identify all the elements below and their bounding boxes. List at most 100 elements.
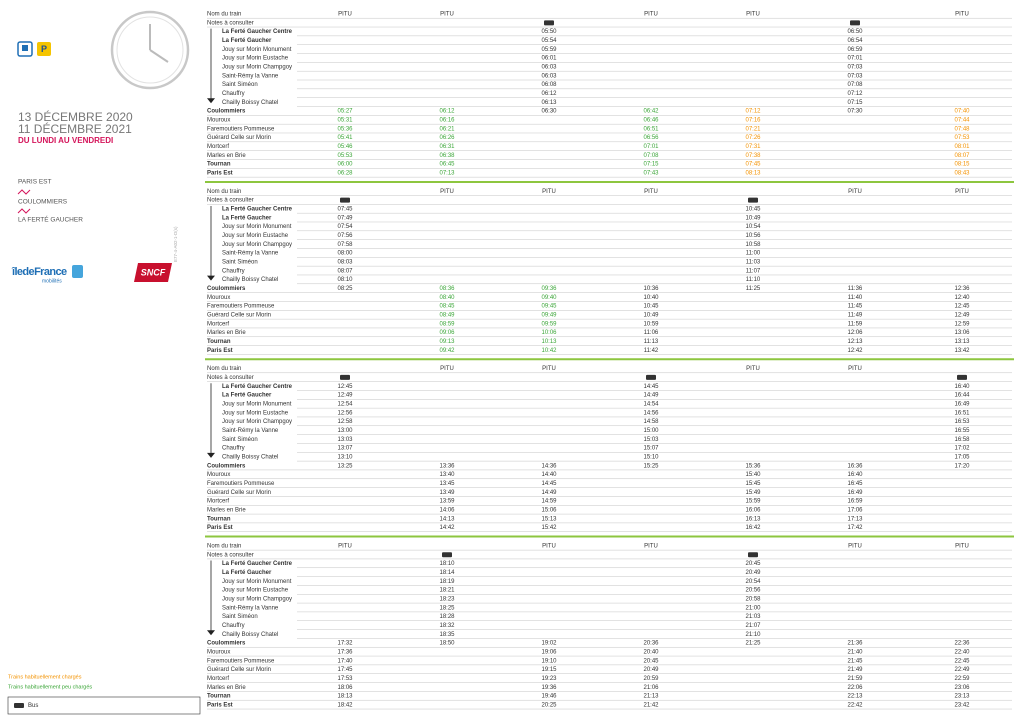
line-stop: LA FERTÉ GAUCHER <box>18 215 83 224</box>
station: Saint Siméon <box>222 437 258 443</box>
station: Marles en Brie <box>207 507 246 513</box>
reference: E77-4-A02-1-D(s) <box>173 226 178 262</box>
train-name: PITU <box>542 189 556 195</box>
time: 06:50 <box>847 29 863 35</box>
time: 14:06 <box>439 507 455 513</box>
time: 22:45 <box>954 658 970 664</box>
time: 18:50 <box>439 641 455 647</box>
time: 20:49 <box>745 570 761 576</box>
legend-high: Trains habituellement chargés <box>8 674 82 680</box>
time: 20:56 <box>745 588 761 594</box>
time: 23:42 <box>954 702 970 708</box>
train-icon <box>17 41 33 57</box>
time: 07:56 <box>337 233 353 239</box>
time: 07:49 <box>337 215 353 221</box>
time: 07:54 <box>337 224 353 230</box>
train-name: PITU <box>542 366 556 372</box>
station: Jouy sur Morin Champgoy <box>222 596 292 602</box>
bus-icon <box>748 552 758 558</box>
time: 08:01 <box>954 144 970 150</box>
time: 22:49 <box>954 667 970 673</box>
station: Mouroux <box>207 649 230 655</box>
time: 17:32 <box>337 641 353 647</box>
train-name: PITU <box>955 189 969 195</box>
station: Faremoutiers Pommeuse <box>207 304 275 310</box>
time: 07:01 <box>643 144 659 150</box>
time: 12:06 <box>847 330 863 336</box>
time: 06:21 <box>439 126 455 132</box>
bus-icon <box>340 374 350 380</box>
time: 15:07 <box>643 446 659 452</box>
station: La Ferté Gaucher <box>222 570 272 576</box>
train-name: PITU <box>746 366 760 372</box>
time: 18:25 <box>439 605 455 611</box>
time: 07:08 <box>847 82 863 88</box>
time: 07:08 <box>643 153 659 159</box>
time: 16:42 <box>745 525 761 531</box>
time: 16:51 <box>954 410 970 416</box>
station: Jouy sur Morin Monument <box>222 224 292 230</box>
time: 05:41 <box>337 135 353 141</box>
station: La Ferté Gaucher <box>222 393 272 399</box>
time: 11:06 <box>644 330 659 336</box>
time: 09:59 <box>541 321 557 327</box>
time: 17:40 <box>337 658 353 664</box>
train-name: PITU <box>542 543 556 549</box>
time: 13:03 <box>337 437 353 443</box>
logo-idf: îledeFrance <box>11 266 67 278</box>
time: 19:10 <box>541 658 557 664</box>
time: 16:13 <box>745 516 761 522</box>
station: Chailly Boissy Chatel <box>222 632 278 638</box>
time: 14:45 <box>643 384 659 390</box>
time: 09:49 <box>541 312 557 318</box>
station: Tournan <box>207 694 231 700</box>
station: Tournan <box>207 516 231 522</box>
station: Mouroux <box>207 295 230 301</box>
time: 15:03 <box>643 437 659 443</box>
station: Chauffry <box>222 623 245 629</box>
time: 14:54 <box>643 401 659 407</box>
time: 08:07 <box>337 268 353 274</box>
parking-letter: P <box>41 44 47 54</box>
train-name: PITU <box>644 12 658 18</box>
time: 17:13 <box>847 516 863 522</box>
time: 05:53 <box>337 153 353 159</box>
station: Chauffry <box>222 268 245 274</box>
time: 14:40 <box>541 472 557 478</box>
left-panel: P 13 DÉCEMBRE 2020 11 DÉCEMBRE 2021 DU L… <box>7 10 201 715</box>
time: 14:13 <box>439 516 455 522</box>
time: 13:36 <box>439 463 455 469</box>
time: 11:10 <box>746 277 761 283</box>
time: 12:59 <box>954 321 970 327</box>
time: 07:21 <box>745 126 761 132</box>
time: 11:25 <box>746 286 761 292</box>
time: 06:26 <box>439 135 455 141</box>
time: 09:36 <box>541 286 557 292</box>
time: 13:10 <box>337 454 353 460</box>
time: 05:50 <box>541 29 557 35</box>
station: Guérard Celle sur Morin <box>207 667 271 673</box>
time: 19:06 <box>541 649 557 655</box>
time: 10:42 <box>541 348 557 354</box>
train-name: PITU <box>848 189 862 195</box>
time: 07:45 <box>337 207 353 213</box>
station: Marles en Brie <box>207 153 246 159</box>
time: 07:44 <box>954 118 970 124</box>
time: 11:13 <box>644 339 659 345</box>
time: 14:49 <box>541 490 557 496</box>
time: 08:03 <box>337 260 353 266</box>
time: 20:49 <box>643 667 659 673</box>
time: 18:06 <box>337 685 353 691</box>
bus-icon <box>748 197 758 203</box>
time: 12:13 <box>847 339 863 345</box>
time: 10:06 <box>541 330 557 336</box>
time: 10:40 <box>643 295 659 301</box>
bus-icon <box>442 552 452 558</box>
time: 16:36 <box>847 463 863 469</box>
time: 10:54 <box>745 224 761 230</box>
station: Chailly Boissy Chatel <box>222 100 278 106</box>
logo-sncf: SNCF <box>141 267 166 277</box>
time: 18:10 <box>439 561 455 567</box>
time: 07:03 <box>847 73 863 79</box>
